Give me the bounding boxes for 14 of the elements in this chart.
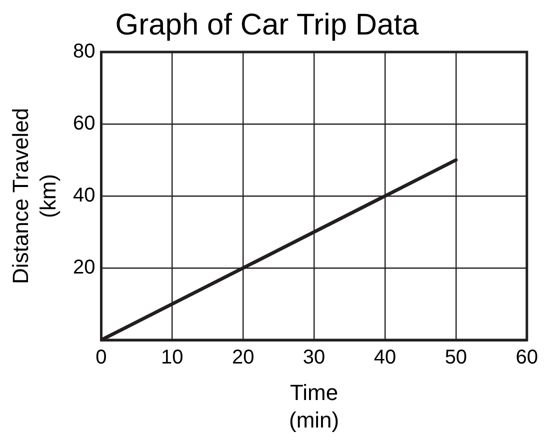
x-tick-label: 30 xyxy=(302,346,326,369)
y-axis-title: Distance Traveled (km) xyxy=(8,108,60,284)
y-tick-label: 60 xyxy=(72,112,96,135)
x-axis-title: Time (min) xyxy=(289,380,340,432)
chart-title: Graph of Car Trip Data xyxy=(115,8,420,42)
y-tick-label: 20 xyxy=(72,256,96,279)
x-tick-label: 40 xyxy=(374,346,396,369)
x-tick-label: 10 xyxy=(161,346,184,369)
y-tick-label: 40 xyxy=(72,184,96,207)
x-tick-label: 20 xyxy=(232,346,254,369)
x-tick-label: 50 xyxy=(444,346,468,369)
x-tick-label: 0 xyxy=(96,346,107,369)
y-tick-label: 80 xyxy=(72,40,96,63)
x-tick-label: 60 xyxy=(516,346,538,369)
